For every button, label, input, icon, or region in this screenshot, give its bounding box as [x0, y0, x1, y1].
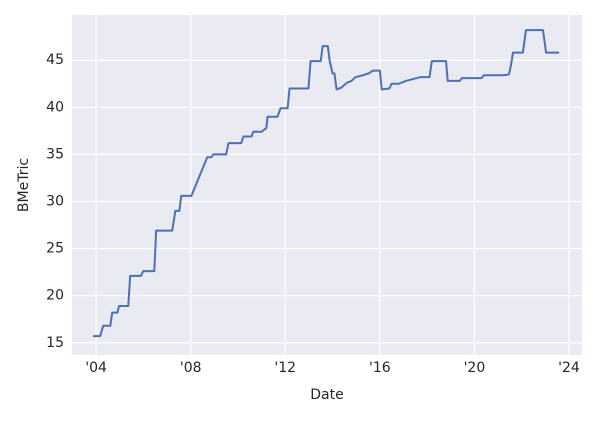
y-tick-label: 20 [46, 288, 64, 304]
y-tick-label: 45 [46, 52, 64, 68]
x-tick-label: '24 [558, 360, 580, 376]
x-tick-label: '16 [369, 360, 391, 376]
x-tick-label: '20 [464, 360, 486, 376]
plot-area [72, 15, 582, 355]
y-tick-label: 30 [46, 193, 64, 209]
y-tick-label: 15 [46, 335, 64, 351]
y-tick-label: 25 [46, 241, 64, 257]
y-tick-label: 35 [46, 146, 64, 162]
y-tick-label: 40 [46, 99, 64, 115]
data-line [93, 29, 560, 338]
x-axis-label: Date [310, 387, 343, 403]
x-tick-label: '04 [85, 360, 107, 376]
x-tick-label: '08 [180, 360, 202, 376]
x-tick-label: '12 [274, 360, 296, 376]
y-axis-label: BMeTric [16, 158, 32, 212]
